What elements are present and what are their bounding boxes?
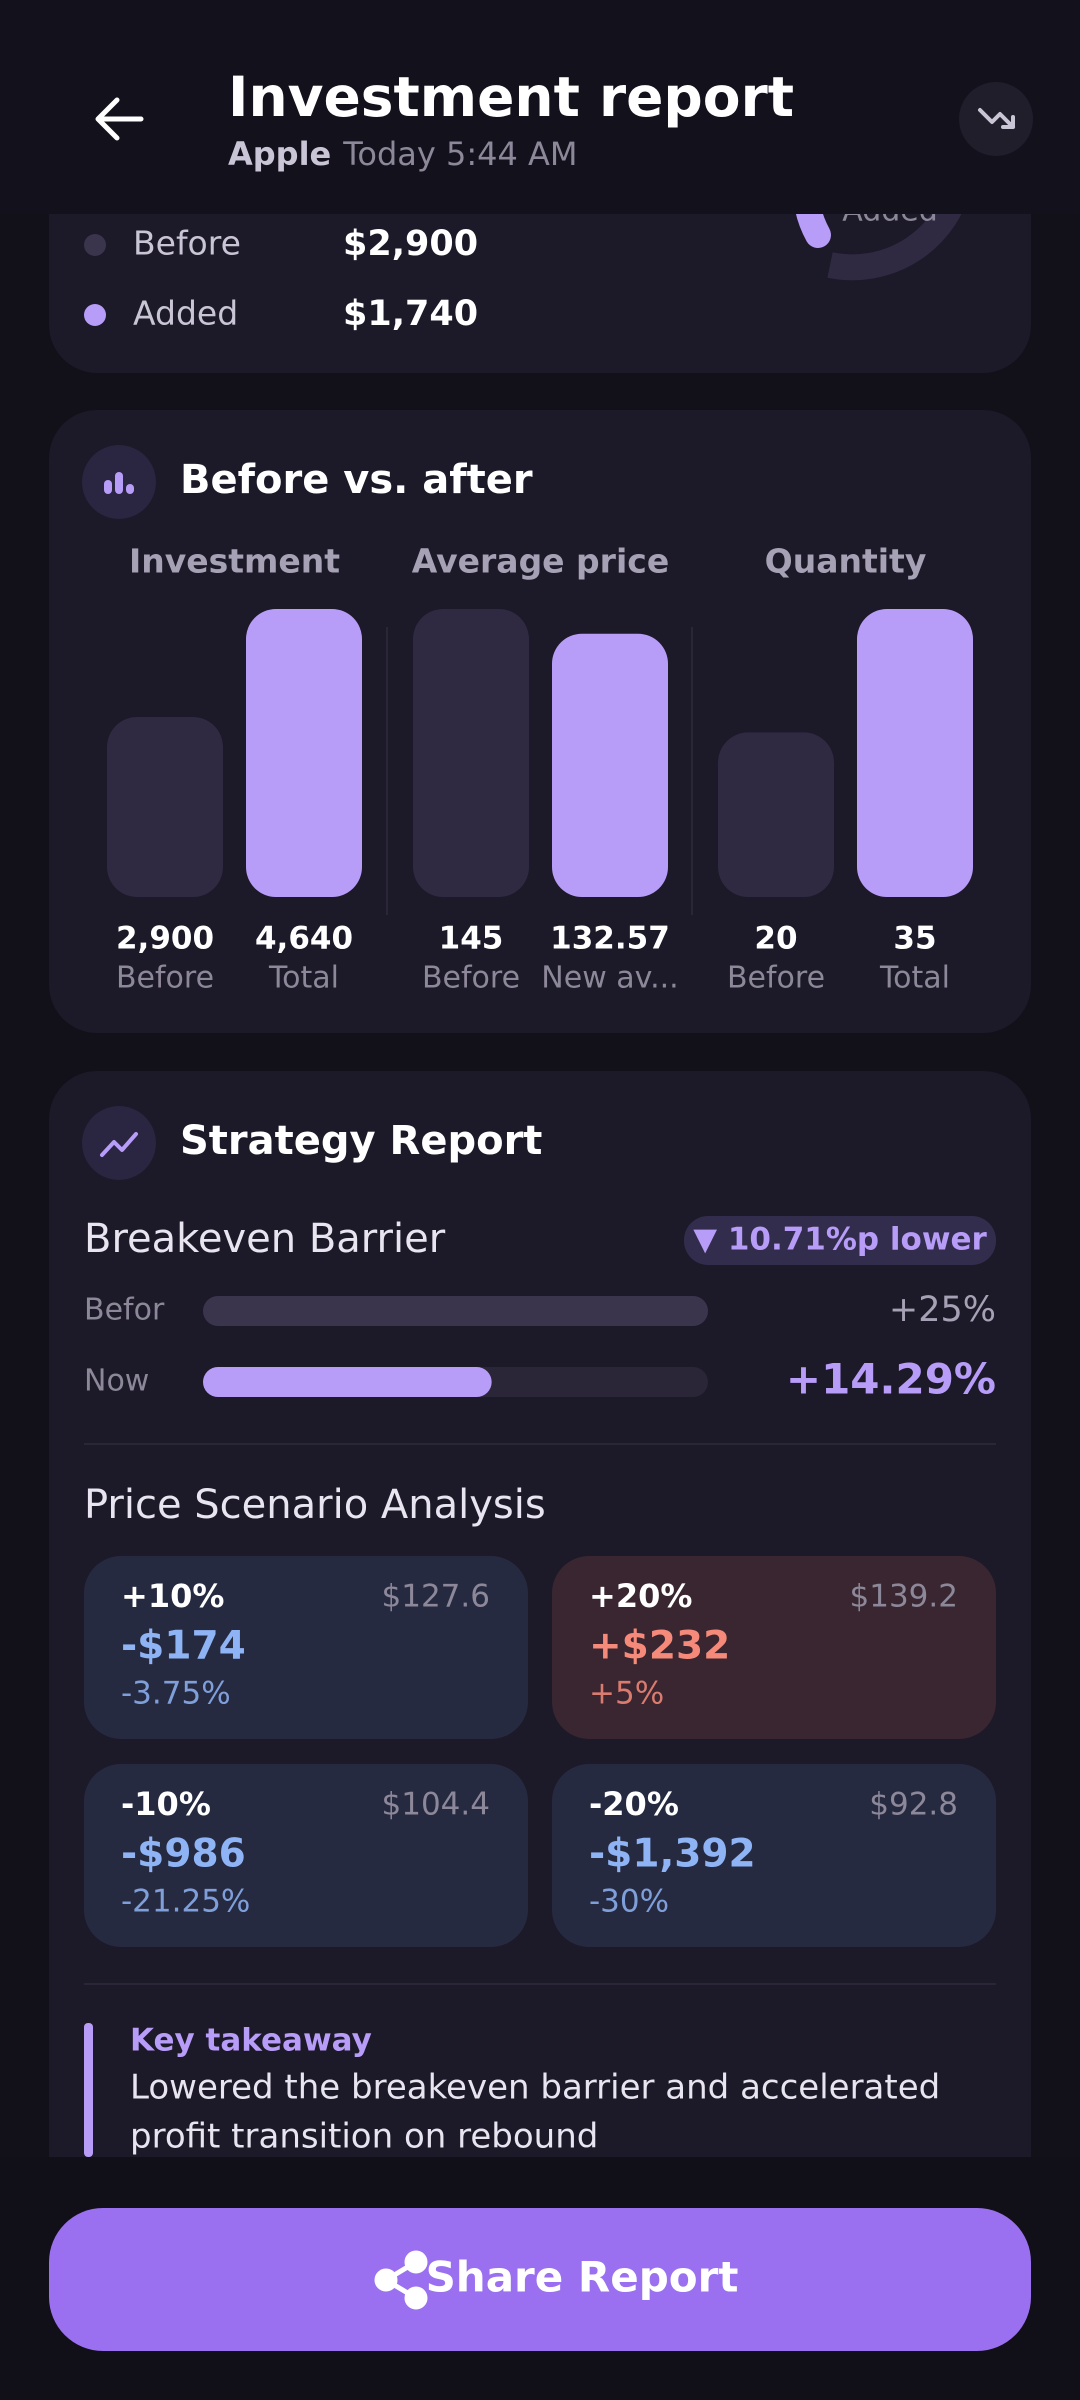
badge [684,1216,996,1265]
share-label: Share Report [426,2253,739,2302]
accent-bar [84,2023,93,2157]
bar-value: 20 [754,921,797,957]
row-value: +25% [889,1290,996,1330]
scenario-amount: +$232 [589,1624,730,1669]
section-title: Price Scenario Analysis [84,1482,546,1528]
share-button[interactable]: Share Report [49,2208,1031,2351]
scenario-tile [552,1556,996,1739]
bar-value: 4,640 [255,921,353,957]
bar-caption: Total [268,961,339,996]
legend-dot [84,234,106,256]
progress [203,1367,492,1397]
icon-bar [115,472,123,494]
bar-value: 35 [893,921,936,957]
header: Investment report Apple Today 5:44 AM [0,0,1080,214]
scenario-tile [84,1764,528,1947]
scenario-rate: +5% [589,1676,664,1712]
section-title: Breakeven Barrier [84,1216,446,1262]
bar [552,633,668,897]
row-label: Befor [84,1293,165,1328]
company: Apple [228,135,331,173]
back-button[interactable] [95,97,144,141]
scenario-change: +20% [589,1577,692,1615]
scenario-rate: -3.75% [121,1676,231,1712]
scenario-tile [84,1556,528,1739]
bar [107,717,223,897]
page-title: Investment report [228,65,794,129]
scenario-price: $127.6 [382,1579,490,1615]
badge-text: ▼ 10.71%p lower [693,1222,987,1258]
bar-value: 132.57 [550,921,670,957]
header-bar [0,0,1080,214]
bar-caption: Total [879,961,950,996]
icon-bar [126,484,134,494]
card-title: Before vs. after [180,457,533,503]
scenario-price: $139.2 [850,1579,958,1615]
scenario-change: +10% [121,1577,224,1615]
bar-caption: Before [116,961,214,996]
group-title: Investment [129,542,340,581]
scenario-rate: -30% [589,1884,669,1920]
bar-caption: Before [727,961,825,996]
trend-button[interactable] [959,82,1033,156]
icon-bg [82,1106,156,1180]
subtitle: Apple Today 5:44 AM [228,135,578,173]
footer: Share Report [0,2157,1080,2400]
scenario-rate: -21.25% [121,1884,250,1920]
bar [857,609,973,897]
legend-dot [84,304,106,326]
scenario-amount: -$174 [121,1624,246,1669]
scenario-amount: -$986 [121,1832,246,1877]
progress [203,1296,708,1326]
bar-caption: Before [422,961,520,996]
bar-value: 2,900 [116,921,214,957]
group-title: Average price [412,542,669,581]
bar [718,732,834,897]
row-value: +14.29% [786,1355,996,1404]
summary-label: Added [133,294,238,333]
card-title: Strategy Report [180,1118,542,1164]
scenario-change: -20% [589,1785,679,1823]
bar-value: 145 [439,921,504,957]
bar-caption: New av... [541,961,678,996]
summary-value: $1,740 [343,294,478,334]
scenario-tile [552,1764,996,1947]
group-title: Quantity [765,542,927,581]
takeaway-text: profit transition on rebound [130,2117,598,2157]
summary-label: Before [133,224,241,263]
row-label: Now [84,1364,149,1399]
scenario-price: $104.4 [382,1787,490,1823]
scenario-amount: -$1,392 [589,1832,756,1877]
scenario-price: $92.8 [869,1787,958,1823]
scenario-change: -10% [121,1785,211,1823]
summary-value: $2,900 [343,224,478,264]
timestamp: Today 5:44 AM [342,135,577,173]
bar [246,609,362,897]
icon-bar [104,480,112,494]
takeaway-text: Lowered the breakeven barrier and accele… [130,2068,940,2108]
bar [413,609,529,897]
icon-trend [100,1132,138,1157]
takeaway-heading: Key takeaway [130,2023,372,2059]
